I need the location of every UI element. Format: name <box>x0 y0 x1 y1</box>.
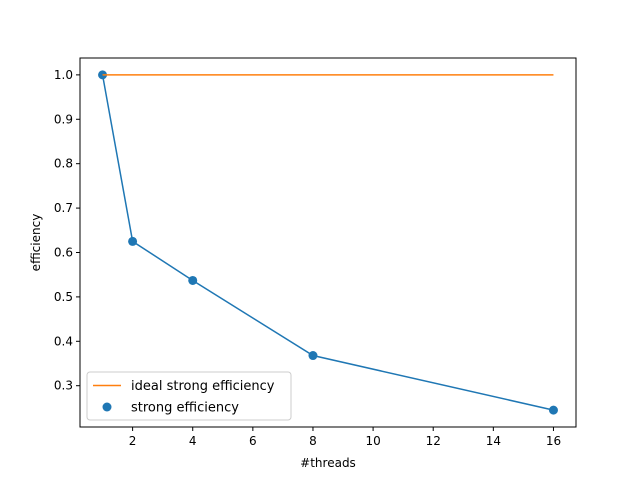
y-tick-label: 0.3 <box>54 379 73 393</box>
x-tick-label: 14 <box>486 434 501 448</box>
strong-efficiency-point <box>128 236 138 246</box>
x-tick-label: 8 <box>309 434 317 448</box>
y-tick-label: 1.0 <box>54 68 73 82</box>
strong-efficiency-point <box>308 351 318 361</box>
y-tick-label: 0.8 <box>54 157 73 171</box>
strong-efficiency-point <box>548 405 558 415</box>
y-tick-label: 0.4 <box>54 334 73 348</box>
y-axis-ticks: 0.3 0.4 0.5 0.6 0.7 0.8 0.9 1.0 <box>54 68 80 393</box>
y-tick-label: 0.5 <box>54 290 73 304</box>
y-axis-label: efficiency <box>29 214 43 272</box>
x-axis-ticks: 2 4 6 8 10 12 14 16 <box>129 427 561 448</box>
plot-area <box>80 58 576 427</box>
x-tick-label: 12 <box>426 434 441 448</box>
strong-efficiency-point <box>188 275 198 285</box>
legend-box <box>86 371 292 421</box>
y-tick-label: 0.9 <box>54 112 73 126</box>
x-axis-label: #threads <box>300 456 356 470</box>
x-tick-label: 4 <box>189 434 197 448</box>
legend-ideal-label: ideal strong efficiency <box>131 379 275 394</box>
plot-frame <box>79 57 577 428</box>
x-tick-label: 6 <box>249 434 257 448</box>
legend-strong-swatch <box>102 402 112 412</box>
x-tick-label: 16 <box>546 434 561 448</box>
legend-strong-label: strong efficiency <box>131 401 239 416</box>
x-tick-label: 2 <box>129 434 137 448</box>
legend: ideal strong efficiency strong efficiency <box>86 371 292 421</box>
y-tick-label: 0.7 <box>54 201 73 215</box>
y-tick-label: 0.6 <box>54 245 73 259</box>
series-layer <box>98 70 558 415</box>
x-tick-label: 10 <box>365 434 380 448</box>
